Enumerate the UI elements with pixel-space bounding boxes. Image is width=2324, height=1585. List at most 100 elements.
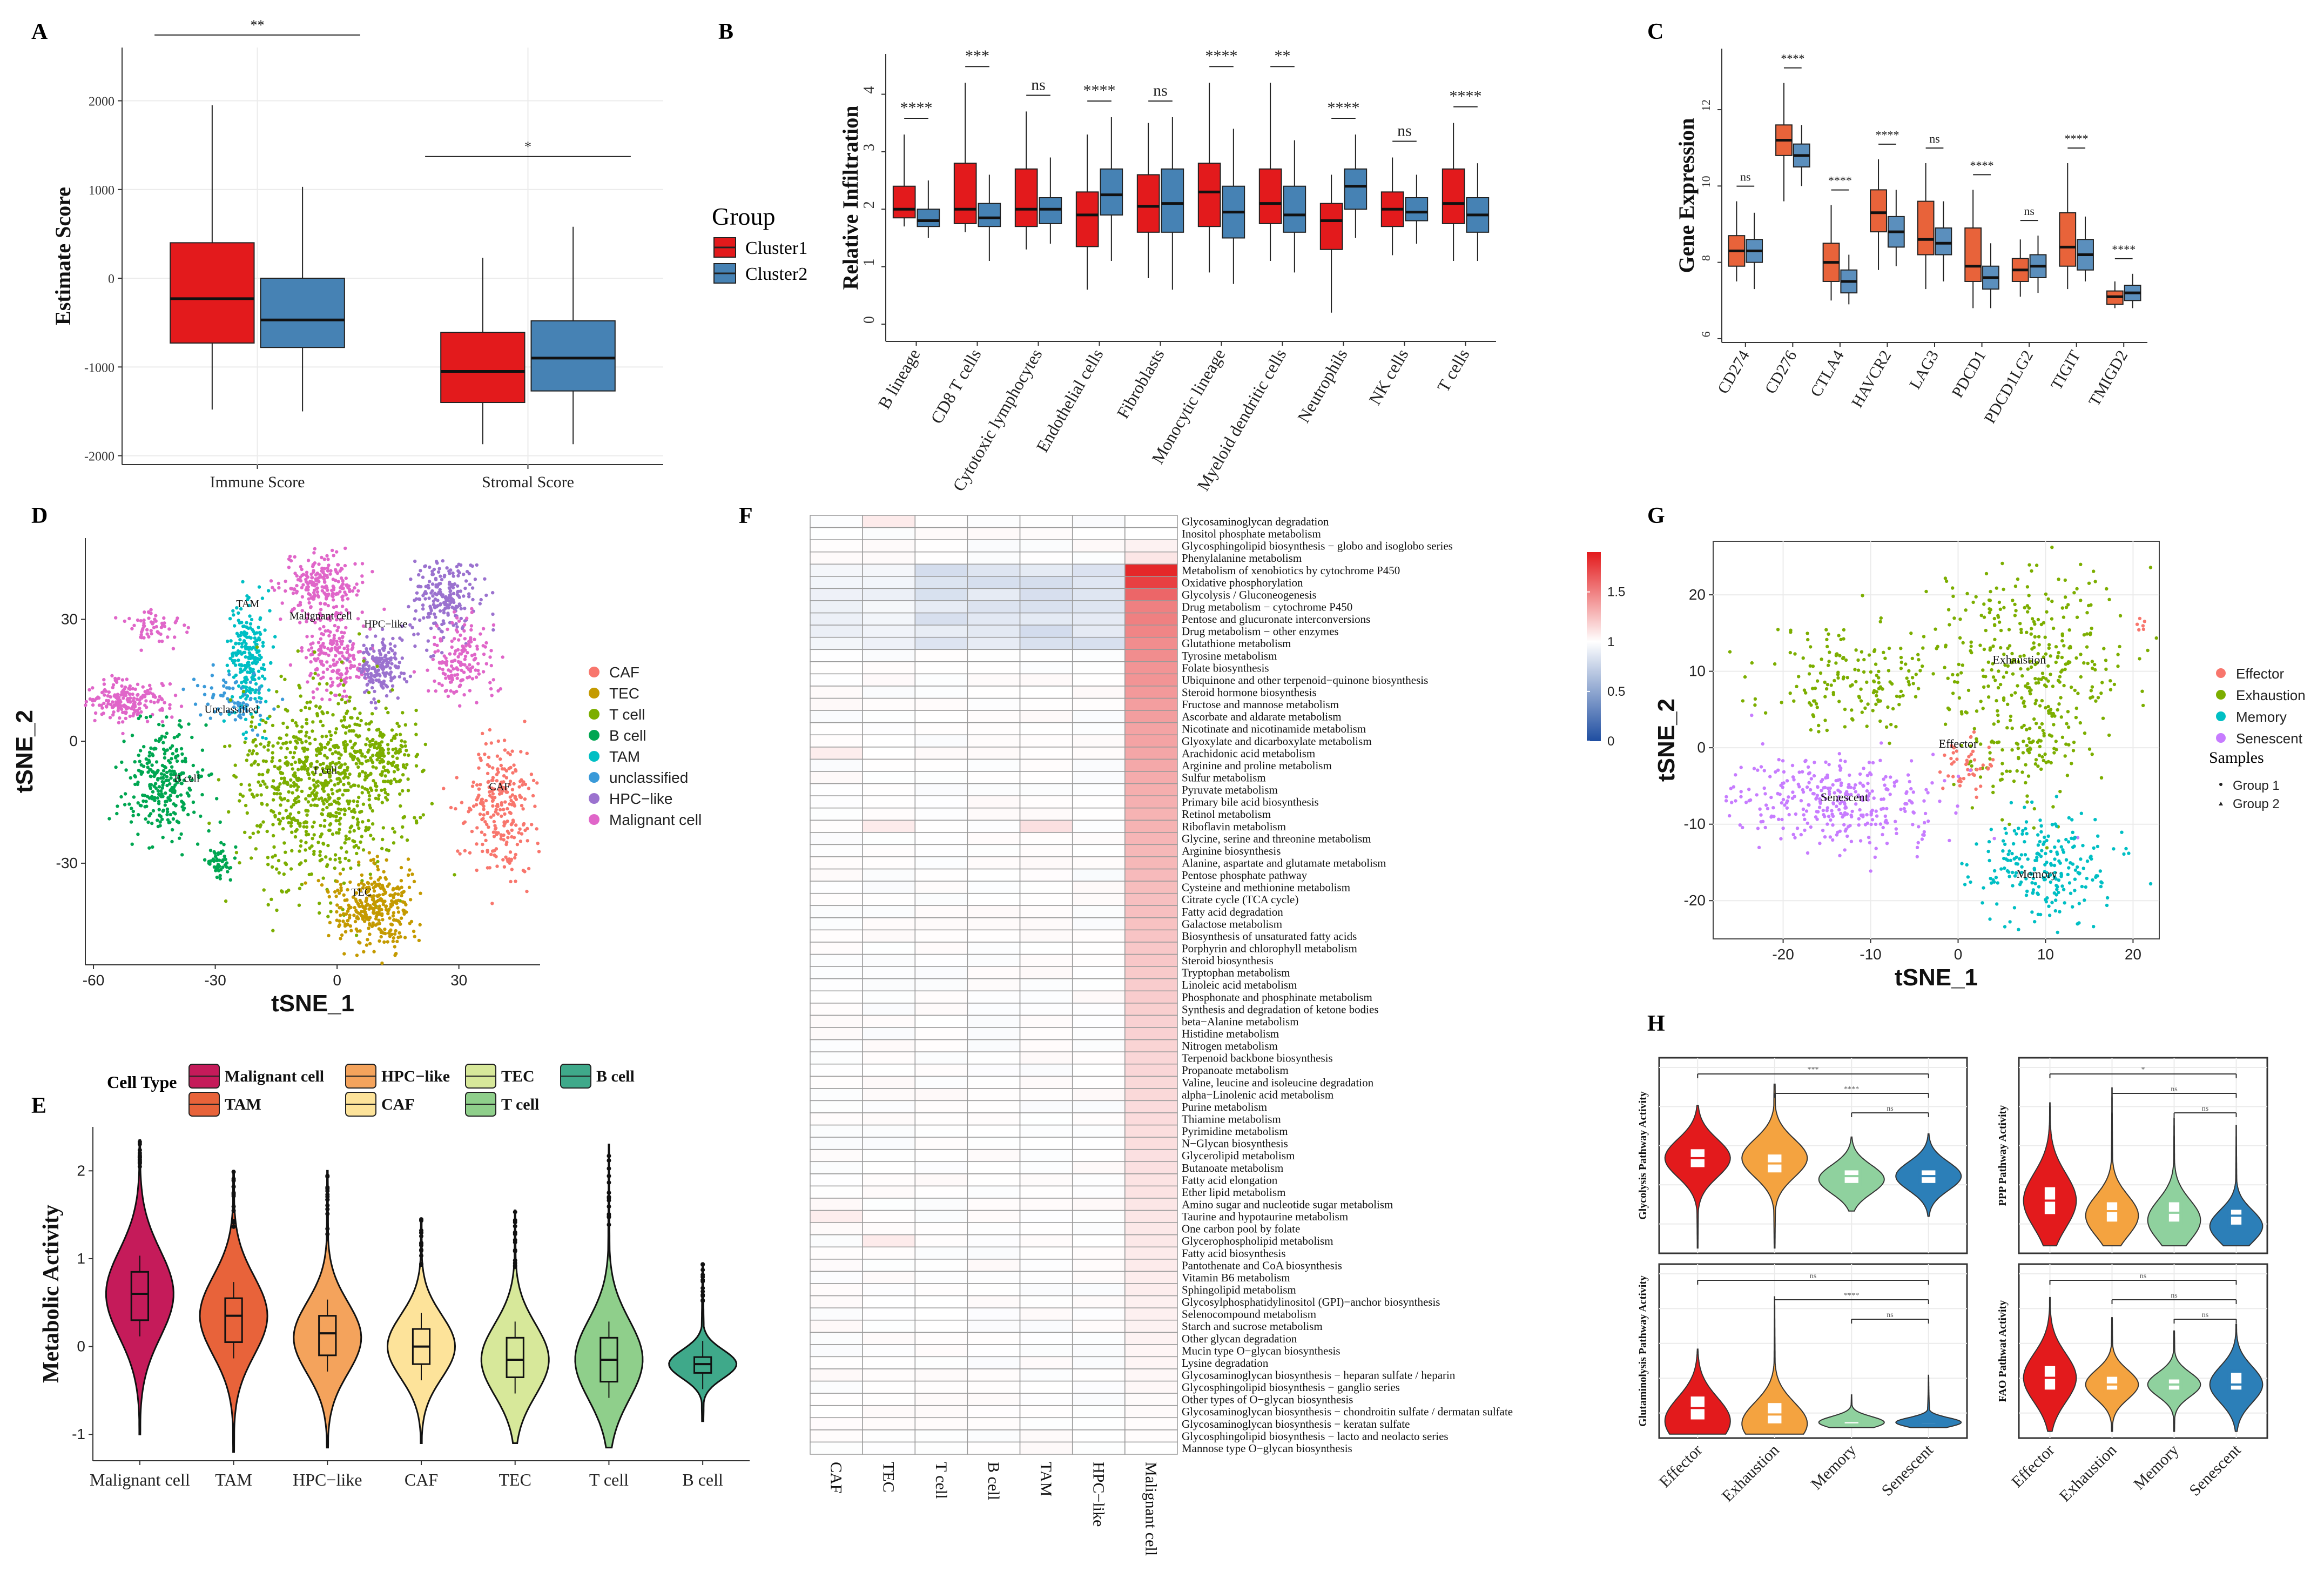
point-hpc-like xyxy=(390,684,395,688)
point-t-cell xyxy=(272,845,276,849)
point-t-cell xyxy=(270,759,274,763)
point-malignant-cell xyxy=(136,713,139,716)
point-exhaustion xyxy=(2025,585,2030,589)
point-malignant-cell xyxy=(124,711,127,715)
point-caf xyxy=(482,804,486,808)
heatmap-cell xyxy=(862,1137,915,1150)
point-tec xyxy=(368,904,372,908)
point-exhaustion xyxy=(2010,726,2014,730)
point-malignant-cell xyxy=(338,657,342,661)
heatmap-cell xyxy=(914,1417,968,1430)
heatmap-cell xyxy=(967,1344,1021,1358)
point-exhaustion xyxy=(2030,627,2033,630)
point-b-cell xyxy=(187,793,191,797)
point-t-cell xyxy=(261,820,265,824)
point-caf xyxy=(504,842,508,847)
point-malignant-cell xyxy=(453,673,457,677)
point-exhaustion xyxy=(2051,626,2056,630)
point-caf xyxy=(484,798,488,803)
point-exhaustion xyxy=(1828,650,1831,654)
point-malignant-cell xyxy=(475,647,479,651)
point-hpc-like xyxy=(391,636,395,641)
point-exhaustion xyxy=(1827,632,1830,636)
point-exhaustion xyxy=(1948,623,1951,627)
heatmap-cell xyxy=(1124,1246,1178,1260)
point-unclassified xyxy=(240,706,244,709)
point-caf xyxy=(506,836,510,839)
point-b-cell xyxy=(215,875,219,879)
x-tick-label: TIGIT xyxy=(2047,347,2084,393)
point-b-cell xyxy=(218,820,222,824)
point-t-cell xyxy=(306,832,311,836)
heatmap-row-label: Selenocompound metabolism xyxy=(1182,1308,1316,1321)
point-malignant-cell xyxy=(433,642,436,647)
box-tec xyxy=(506,1336,524,1378)
point-b-cell xyxy=(163,803,167,807)
heatmap-cell xyxy=(1019,1356,1073,1369)
point-t-cell xyxy=(354,733,358,737)
point-hpc-like xyxy=(389,647,393,651)
point-caf xyxy=(512,836,516,839)
point-b-cell xyxy=(169,776,173,780)
point-exhaustion xyxy=(2008,644,2012,648)
point-malignant-cell xyxy=(84,703,87,707)
point-hpc-like xyxy=(448,594,452,597)
point-hpc-like xyxy=(437,590,441,594)
point-tam xyxy=(222,719,226,723)
point-b-cell xyxy=(222,843,226,847)
point-exhaustion xyxy=(1806,637,1810,642)
point-tam xyxy=(250,617,254,622)
heatmap-cell xyxy=(1072,1259,1126,1272)
point-malignant-cell xyxy=(450,639,454,643)
point-tec xyxy=(375,855,379,858)
point-malignant-cell xyxy=(309,572,313,576)
heatmap-cell xyxy=(1072,905,1126,918)
point-t-cell xyxy=(305,825,309,829)
point-malignant-cell xyxy=(352,654,355,657)
point-malignant-cell xyxy=(313,657,316,661)
point-t-cell xyxy=(367,790,371,795)
point-malignant-cell xyxy=(320,555,324,560)
point-t-cell xyxy=(363,787,367,791)
x-tick-label: CTLA4 xyxy=(1807,347,1848,400)
point-t-cell xyxy=(253,726,258,729)
point-unclassified xyxy=(226,709,231,713)
point-t-cell xyxy=(386,743,390,747)
point-b-cell xyxy=(172,802,176,806)
point-exhaustion xyxy=(2089,631,2092,635)
point-hpc-like xyxy=(452,592,456,595)
point-t-cell xyxy=(346,788,350,792)
point-t-cell xyxy=(392,841,396,845)
point-malignant-cell xyxy=(455,666,459,670)
point-b-cell xyxy=(137,769,141,773)
point-tec xyxy=(343,930,348,934)
point-malignant-cell xyxy=(171,647,176,650)
point-t-cell xyxy=(263,782,267,786)
point-exhaustion xyxy=(1802,688,1807,692)
point-b-cell xyxy=(213,851,217,855)
point-t-cell xyxy=(341,724,345,728)
point-exhaustion xyxy=(1776,628,1780,632)
point-t-cell xyxy=(375,758,379,762)
point-b-cell xyxy=(181,771,185,775)
point-b-cell xyxy=(177,773,181,776)
outlier-point xyxy=(325,1185,330,1190)
point-malignant-cell xyxy=(168,682,172,686)
heatmap-cell xyxy=(810,1259,863,1272)
heatmap-cell xyxy=(1019,783,1073,796)
point-exhaustion xyxy=(2109,688,2113,691)
point-exhaustion xyxy=(1978,643,1982,647)
heatmap-cell xyxy=(967,1015,1021,1028)
point-caf xyxy=(461,821,466,825)
heatmap-cell xyxy=(914,1441,968,1455)
point-exhaustion xyxy=(2140,689,2144,693)
point-t-cell xyxy=(315,753,319,757)
point-tec xyxy=(335,879,339,883)
point-t-cell xyxy=(329,737,333,742)
point-t-cell xyxy=(270,897,273,902)
point-tec xyxy=(355,953,359,957)
heatmap-row-label: Folate biosynthesis xyxy=(1182,661,1269,674)
outlier-point xyxy=(325,1226,330,1231)
heatmap-cell xyxy=(1072,539,1126,553)
point-exhaustion xyxy=(1817,730,1821,734)
